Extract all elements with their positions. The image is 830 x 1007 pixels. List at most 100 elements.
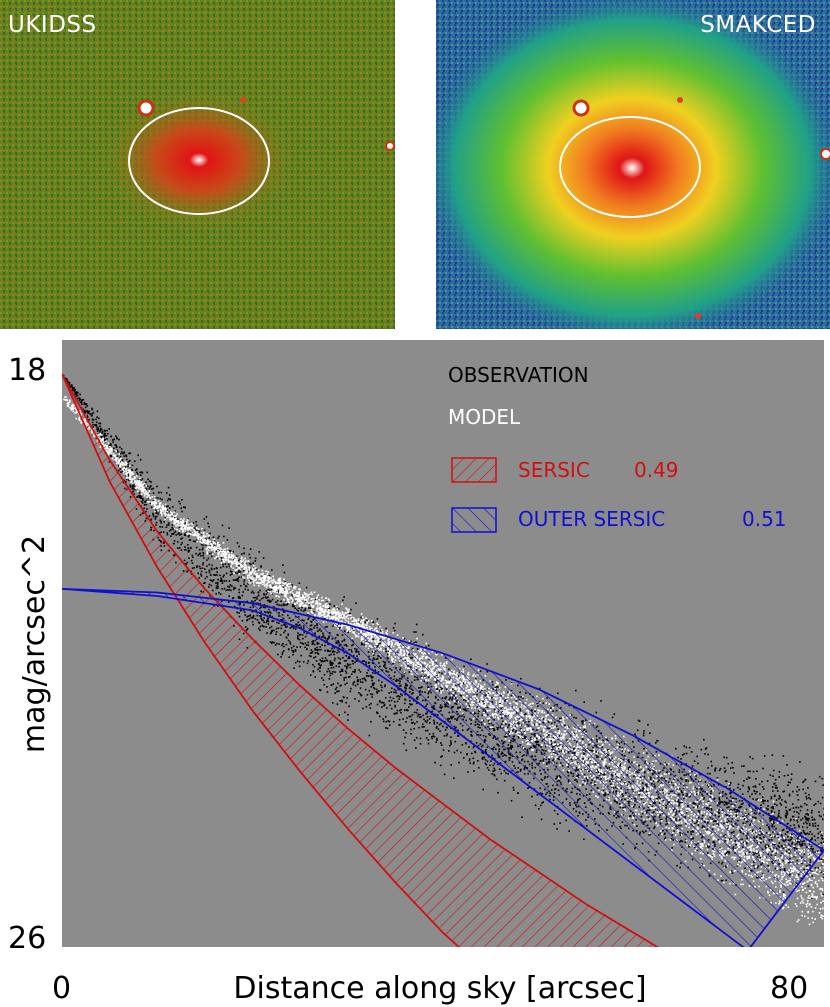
observation-points-point <box>303 631 305 634</box>
observation-points-point <box>440 744 443 746</box>
observation-points-point <box>80 399 83 402</box>
observation-points-point <box>390 691 393 693</box>
observation-points-point <box>381 706 383 708</box>
observation-points-point <box>238 612 240 614</box>
observation-points-point <box>749 795 751 798</box>
observation-points-point <box>446 726 448 729</box>
observation-points-point <box>786 813 788 816</box>
observation-points-point <box>493 767 496 770</box>
observation-points-point <box>775 799 778 801</box>
observation-points-point <box>75 391 78 393</box>
model-points-point <box>207 549 210 551</box>
observation-points-point <box>138 496 141 498</box>
observation-points-point <box>347 676 350 678</box>
observation-points-point <box>276 621 278 624</box>
observation-points-point <box>231 585 233 587</box>
observation-points-point <box>333 647 336 649</box>
observation-points-point <box>310 655 312 658</box>
observation-points-point <box>152 487 155 490</box>
observation-points-point <box>648 742 651 745</box>
observation-points-point <box>820 841 822 844</box>
observation-points-point <box>288 656 291 658</box>
observation-points-point <box>191 562 194 564</box>
observation-points-point <box>468 746 470 748</box>
model-points-point <box>182 521 185 523</box>
observation-points-point <box>228 589 230 591</box>
observation-points-point <box>201 567 204 569</box>
observation-points-point <box>803 780 805 783</box>
observation-points-point <box>380 684 382 687</box>
observation-points-point <box>180 507 182 509</box>
observation-points-point <box>180 538 182 540</box>
observation-points-point <box>411 703 413 706</box>
observation-points-point <box>78 399 81 402</box>
observation-points-point <box>230 589 232 592</box>
observation-points-point <box>822 818 824 821</box>
observation-points-point <box>450 742 452 744</box>
observation-points-point <box>335 686 338 689</box>
observation-points-point <box>254 575 256 577</box>
observation-points-point <box>404 736 406 739</box>
observation-points-point <box>219 593 222 595</box>
observation-points-point <box>557 692 559 695</box>
observation-points-point <box>78 397 80 399</box>
observation-points-point <box>252 615 255 618</box>
observation-points-point <box>147 478 149 481</box>
observation-points-point <box>756 798 759 801</box>
observation-points-point <box>236 542 239 544</box>
observation-points-point <box>162 531 165 533</box>
observation-points-point <box>503 779 506 782</box>
observation-points-point <box>328 654 331 657</box>
model-points-point <box>801 900 803 903</box>
observation-points-point <box>238 615 241 618</box>
observation-points-point <box>754 786 757 788</box>
observation-points-point <box>383 702 385 704</box>
observation-points-point <box>556 828 558 830</box>
observation-points-point <box>729 787 731 790</box>
observation-points-point <box>319 646 321 648</box>
observation-points-point <box>190 546 192 549</box>
observation-points-point <box>159 497 162 500</box>
observation-points-point <box>243 552 245 554</box>
observation-points-point <box>375 691 378 693</box>
observation-points-point <box>329 660 332 662</box>
observation-points-point <box>803 802 806 805</box>
observation-points-point <box>92 424 94 426</box>
observation-points-point <box>393 691 395 694</box>
observation-points-point <box>271 598 274 601</box>
model-points-point <box>242 559 245 561</box>
observation-points-point <box>458 761 460 764</box>
observation-points-point <box>250 616 253 619</box>
observation-points-point <box>820 871 822 873</box>
observation-points-point <box>489 764 491 767</box>
observation-points-point <box>234 572 237 574</box>
observation-points-point <box>823 814 824 816</box>
observation-points-point <box>364 688 367 691</box>
observation-points-point <box>358 669 360 671</box>
observation-points-point <box>200 533 203 535</box>
observation-points-point <box>410 703 412 706</box>
observation-points-point <box>146 508 148 510</box>
observation-points-point <box>179 502 181 505</box>
observation-points-point <box>788 793 791 796</box>
observation-points-point <box>811 838 813 841</box>
observation-points-point <box>297 635 299 637</box>
model-points-point <box>808 870 811 873</box>
observation-points-point <box>794 826 796 829</box>
observation-points-point <box>409 715 412 718</box>
observation-points-point <box>263 617 265 619</box>
observation-points-point <box>221 559 223 562</box>
observation-points-point <box>213 568 216 570</box>
observation-points-point <box>345 659 348 662</box>
observation-points-point <box>782 790 785 793</box>
observation-points-point <box>239 609 242 612</box>
observation-points-point <box>789 819 792 822</box>
observation-points-point <box>100 427 102 430</box>
observation-points-point <box>454 740 457 743</box>
observation-points-point <box>274 644 277 646</box>
observation-points-point <box>482 788 484 791</box>
observation-points-point <box>797 824 800 827</box>
observation-points-point <box>811 837 813 839</box>
observation-points-point <box>761 800 763 803</box>
observation-points-point <box>468 759 471 762</box>
